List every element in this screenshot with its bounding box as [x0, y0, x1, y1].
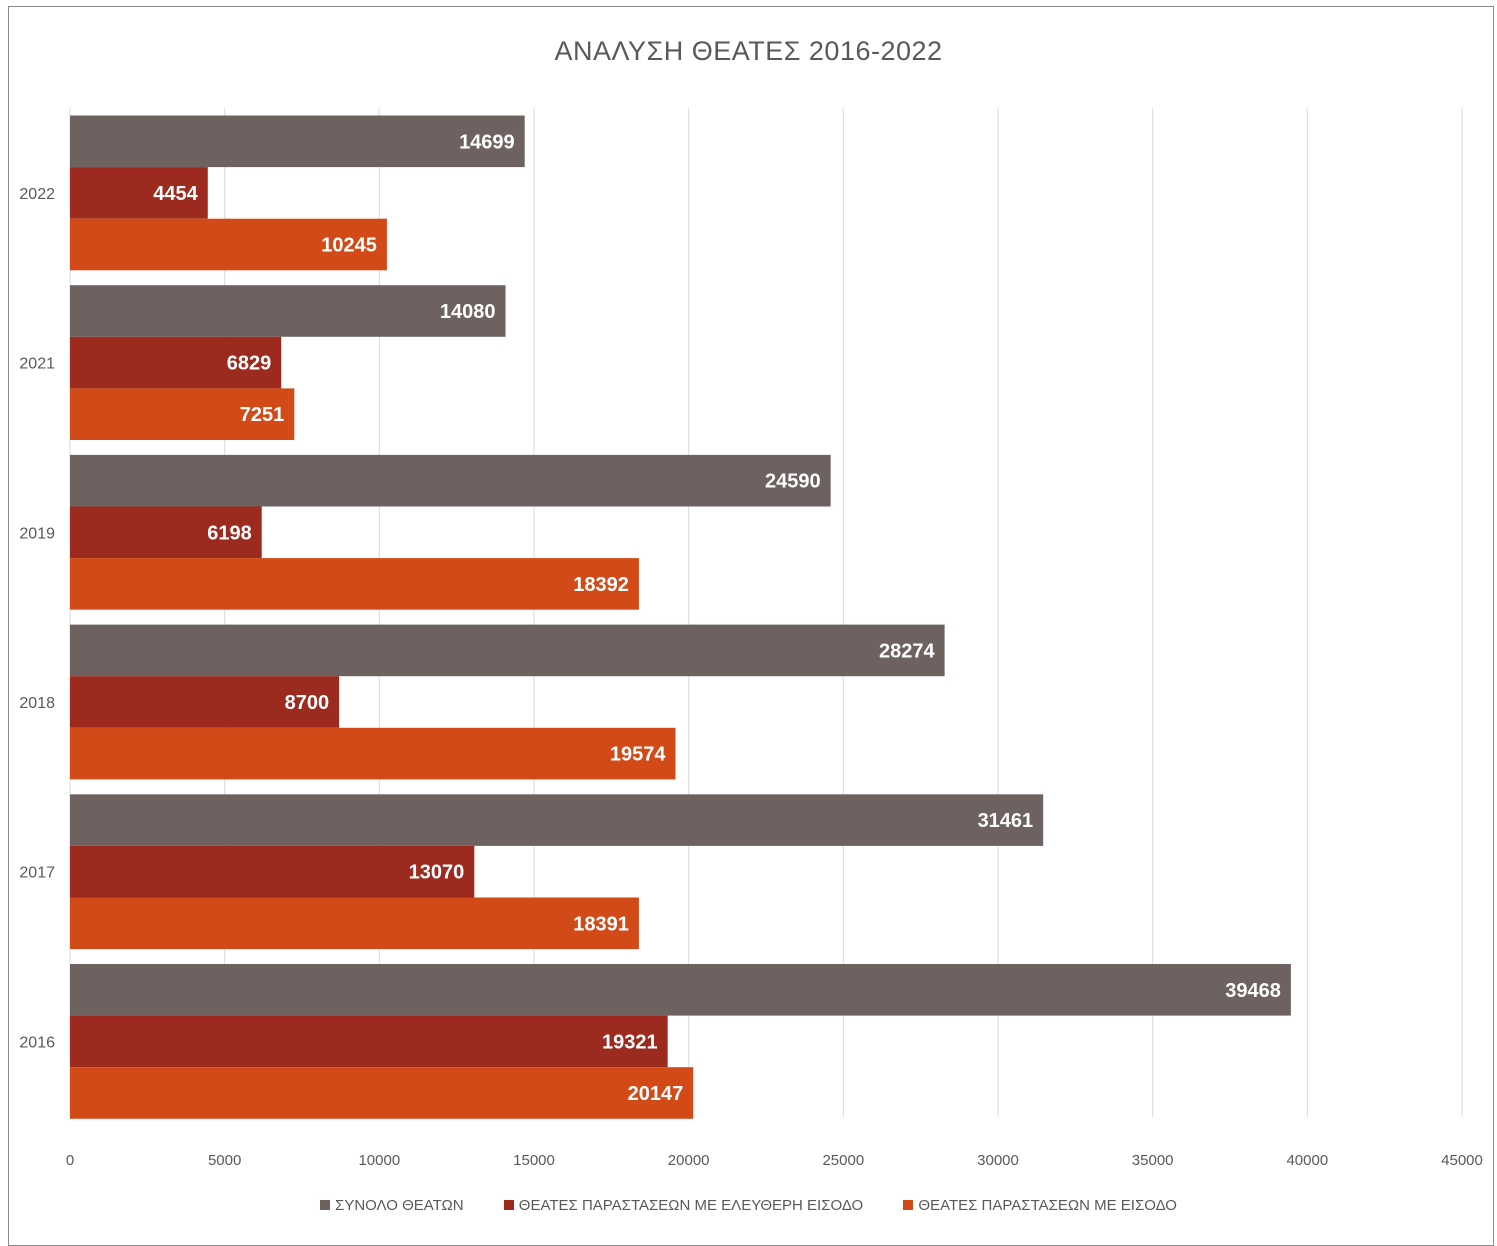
bar: [70, 336, 282, 389]
data-label: 28274: [879, 640, 935, 662]
bar: [70, 1015, 668, 1068]
y-tick-label: 2022: [19, 186, 55, 203]
y-tick-label: 2018: [19, 695, 55, 712]
data-label: 24590: [765, 471, 821, 493]
bar: [70, 845, 475, 898]
data-label: 19321: [602, 1031, 658, 1053]
data-label: 14699: [459, 131, 515, 153]
data-label: 18392: [573, 574, 629, 596]
x-tick-label: 0: [66, 1152, 74, 1169]
bars: [70, 115, 1291, 1119]
legend-item-total: ΣΥΝΟΛΟ ΘΕΑΤΩΝ: [320, 1197, 464, 1214]
x-tick-label: 45000: [1441, 1152, 1483, 1169]
legend-item-free-entry: ΘΕΑΤΕΣ ΠΑΡΑΣΤΑΣΕΩΝ ΜΕ ΕΛΕΥΘΕΡΗ ΕΙΣΟΔΟ: [503, 1197, 864, 1214]
y-axis-ticks: 2022 2021 2019 2018 2017 2016: [19, 186, 55, 1052]
x-tick-label: 40000: [1286, 1152, 1328, 1169]
data-label: 19574: [610, 744, 666, 766]
bar: [70, 676, 340, 728]
x-tick-label: 5000: [208, 1152, 241, 1169]
data-label: 7251: [240, 404, 285, 426]
data-label: 8700: [285, 692, 330, 714]
legend-label: ΘΕΑΤΕΣ ΠΑΡΑΣΤΑΣΕΩΝ ΜΕ ΕΙΣΟΔΟ: [918, 1197, 1177, 1214]
bar: [70, 115, 525, 168]
y-tick-label: 2019: [19, 525, 55, 542]
bar: [70, 218, 387, 271]
chart-title: ΑΝΑΛΥΣΗ ΘΕΑΤΕΣ 2016-2022: [554, 36, 943, 66]
bar: [70, 285, 506, 337]
data-label: 20147: [628, 1083, 684, 1105]
data-label: 14080: [440, 301, 496, 323]
bar: [70, 1067, 694, 1119]
x-tick-label: 30000: [977, 1152, 1019, 1169]
legend-swatch: [903, 1200, 914, 1210]
data-label: 18391: [573, 913, 629, 935]
legend-item-paid-entry: ΘΕΑΤΕΣ ΠΑΡΑΣΤΑΣΕΩΝ ΜΕ ΕΙΣΟΔΟ: [903, 1197, 1177, 1214]
data-label: 6198: [207, 522, 252, 544]
bar: [70, 794, 1044, 846]
x-tick-label: 20000: [668, 1152, 710, 1169]
legend-label: ΘΕΑΤΕΣ ΠΑΡΑΣΤΑΣΕΩΝ ΜΕ ΕΛΕΥΘΕΡΗ ΕΙΣΟΔΟ: [518, 1197, 864, 1214]
x-tick-label: 35000: [1132, 1152, 1174, 1169]
x-tick-label: 25000: [822, 1152, 864, 1169]
bar: [70, 388, 295, 440]
y-tick-label: 2021: [19, 356, 55, 373]
bar: [70, 897, 639, 950]
y-tick-label: 2016: [19, 1034, 55, 1051]
data-label: 31461: [978, 810, 1034, 832]
legend: ΣΥΝΟΛΟ ΘΕΑΤΩΝ ΘΕΑΤΕΣ ΠΑΡΑΣΤΑΣΕΩΝ ΜΕ ΕΛΕΥ…: [0, 1197, 1497, 1214]
legend-label: ΣΥΝΟΛΟ ΘΕΑΤΩΝ: [335, 1197, 464, 1214]
bar: [70, 964, 1291, 1016]
legend-swatch: [503, 1200, 514, 1210]
bar: [70, 454, 831, 507]
bar: [70, 506, 262, 559]
bar: [70, 727, 676, 780]
x-tick-label: 10000: [358, 1152, 400, 1169]
bar: [70, 167, 208, 219]
legend-swatch: [320, 1200, 331, 1210]
data-label: 6829: [227, 353, 272, 375]
bar: [70, 558, 639, 610]
data-label: 39468: [1225, 980, 1281, 1002]
x-axis-ticks: 0 5000 10000 15000 20000 25000 30000 35000 40000…: [66, 1152, 1483, 1169]
data-labels: 14699 4454 10245 14080 6829 7251 24590 6198 1839…: [153, 131, 1281, 1105]
data-label: 13070: [409, 862, 465, 884]
bar: [70, 624, 945, 677]
data-label: 10245: [321, 235, 377, 257]
data-label: 4454: [153, 183, 198, 205]
y-tick-label: 2017: [19, 865, 55, 882]
x-tick-label: 15000: [513, 1152, 555, 1169]
